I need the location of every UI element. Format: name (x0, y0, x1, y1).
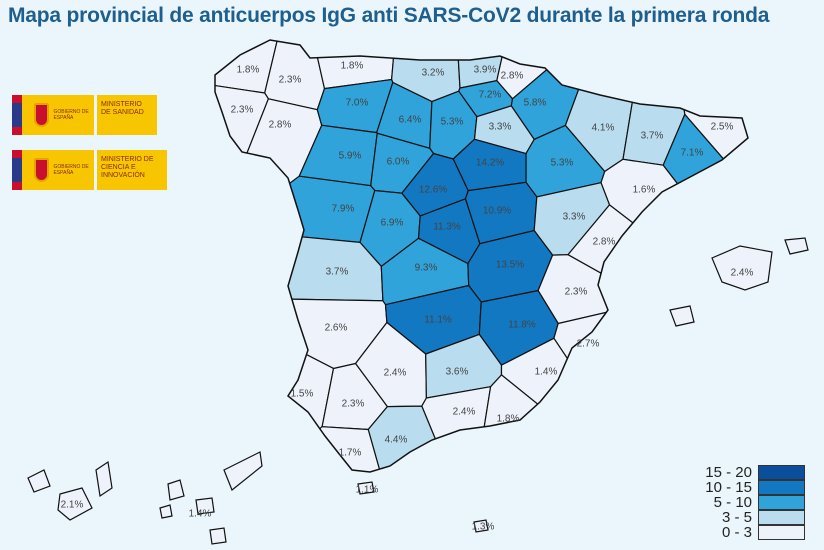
island-region (95, 460, 113, 498)
province-value-label: 1.8% (497, 414, 520, 425)
province-value-label: 14.2% (476, 158, 504, 169)
province-value-label: 2.8% (501, 71, 524, 82)
flag-stripe (12, 95, 22, 135)
legend-swatch (758, 480, 805, 495)
province-region (421, 385, 492, 472)
province-value-label: 2.4% (453, 407, 476, 418)
province-value-label: 11.8% (508, 320, 536, 331)
province-value-label: 11.1% (424, 315, 452, 326)
province-value-label: 1.5% (291, 389, 314, 400)
province-value-label: 2.6% (325, 323, 348, 334)
province-value-label: 2.4% (384, 368, 407, 379)
province-value-label: 2.3% (279, 75, 302, 86)
coat-of-arms-icon (34, 103, 50, 127)
province-value-label: 2.8% (593, 237, 616, 248)
province-value-label: 7.1% (681, 148, 704, 159)
province-value-label: 1.1% (356, 485, 379, 496)
province-region (471, 374, 658, 472)
legend-item: 15 - 20 (700, 465, 805, 480)
province-value-label: 7.9% (332, 204, 355, 215)
legend-item: 10 - 15 (700, 480, 805, 495)
island-region (711, 245, 773, 291)
province-region (308, 40, 398, 90)
logo-ministerio-sanidad: GOBIERNO DE ESPAÑA MINISTERIO DE SANIDAD (12, 95, 157, 135)
legend-item: 5 - 10 (700, 495, 805, 510)
province-value-label: 2.3% (231, 105, 254, 116)
province-value-label: 2.5% (711, 122, 734, 133)
legend: 15 - 20 10 - 15 5 - 10 3 - 5 0 - 3 (700, 465, 805, 540)
province-value-label: 7.0% (346, 98, 369, 109)
province-value-label: 3.7% (326, 267, 349, 278)
island-region (223, 451, 263, 491)
province-value-label: 3.7% (641, 131, 664, 142)
province-value-label: 12.6% (419, 185, 447, 196)
province-value-label: 4.1% (592, 123, 615, 134)
legend-swatch (758, 525, 805, 540)
province-value-label: 5.3% (551, 158, 574, 169)
province-region (264, 40, 326, 111)
province-value-label: 1.7% (339, 448, 362, 459)
island-region (473, 519, 489, 533)
logo-ministerio-ciencia: GOBIERNO DE ESPAÑA MINISTERIO DE CIENCIA… (12, 150, 167, 190)
legend-item: 0 - 3 (700, 525, 805, 540)
province-value-label: 1.3% (472, 522, 495, 533)
province-value-label: 1.4% (189, 509, 212, 520)
province-value-label: 5.9% (339, 151, 362, 162)
coat-of-arms-icon (34, 158, 50, 182)
spain-outline (214, 39, 749, 473)
flag-stripe (12, 150, 22, 190)
island-region (27, 469, 51, 493)
province-value-label: 3.2% (422, 68, 445, 79)
island-region (209, 527, 227, 545)
legend-swatch (758, 510, 805, 525)
province-value-label: 1.8% (341, 61, 364, 72)
island-region (57, 487, 93, 521)
province-value-label: 7.2% (479, 90, 502, 101)
province-value-label: 9.3% (415, 263, 438, 274)
province-value-label: 2.8% (269, 120, 292, 131)
province-value-label: 1.6% (633, 185, 656, 196)
province-region (215, 75, 270, 274)
island-region (357, 481, 375, 495)
island-region (784, 237, 809, 255)
province-region (600, 158, 748, 332)
province-region (215, 40, 283, 94)
island-region (159, 504, 173, 519)
province-region (215, 296, 388, 370)
province-value-label: 6.0% (387, 157, 410, 168)
province-value-label: 1.8% (237, 65, 260, 76)
province-value-label: 6.9% (381, 218, 404, 229)
province-value-label: 2.7% (577, 339, 600, 350)
province-value-label: 10.9% (483, 206, 511, 217)
province-value-label: 4.4% (385, 435, 408, 446)
province-value-label: 3.9% (474, 65, 497, 76)
province-value-label: 5.8% (524, 98, 547, 109)
gov-text: GOBIERNO DE ESPAÑA (53, 109, 89, 121)
island-region (669, 305, 695, 327)
province-value-label: 3.6% (446, 367, 469, 378)
province-value-label: 3.3% (563, 212, 586, 223)
province-value-label: 13.5% (496, 260, 524, 271)
province-value-label: 2.3% (342, 399, 365, 410)
province-value-label: 3.3% (489, 122, 512, 133)
island-region (195, 497, 215, 515)
legend-swatch (758, 465, 805, 480)
province-value-label: 1.4% (535, 367, 558, 378)
province-value-label: 2.3% (565, 287, 588, 298)
island-region (167, 479, 185, 501)
province-value-label: 6.4% (399, 115, 422, 126)
province-region (500, 337, 663, 472)
gov-text: GOBIERNO DE ESPAÑA (53, 164, 89, 176)
province-value-label: 2.1% (61, 500, 84, 511)
province-value-label: 11.3% (433, 222, 461, 233)
legend-item: 3 - 5 (700, 510, 805, 525)
province-value-label: 2.4% (731, 268, 754, 279)
ministry-text: MINISTERIO DE SANIDAD (97, 95, 157, 135)
legend-swatch (758, 495, 805, 510)
province-value-label: 5.3% (441, 117, 464, 128)
map-title: Mapa provincial de anticuerpos IgG anti … (8, 4, 770, 27)
ministry-text: MINISTERIO DE CIENCIA E INNOVACIÓN (97, 150, 167, 190)
